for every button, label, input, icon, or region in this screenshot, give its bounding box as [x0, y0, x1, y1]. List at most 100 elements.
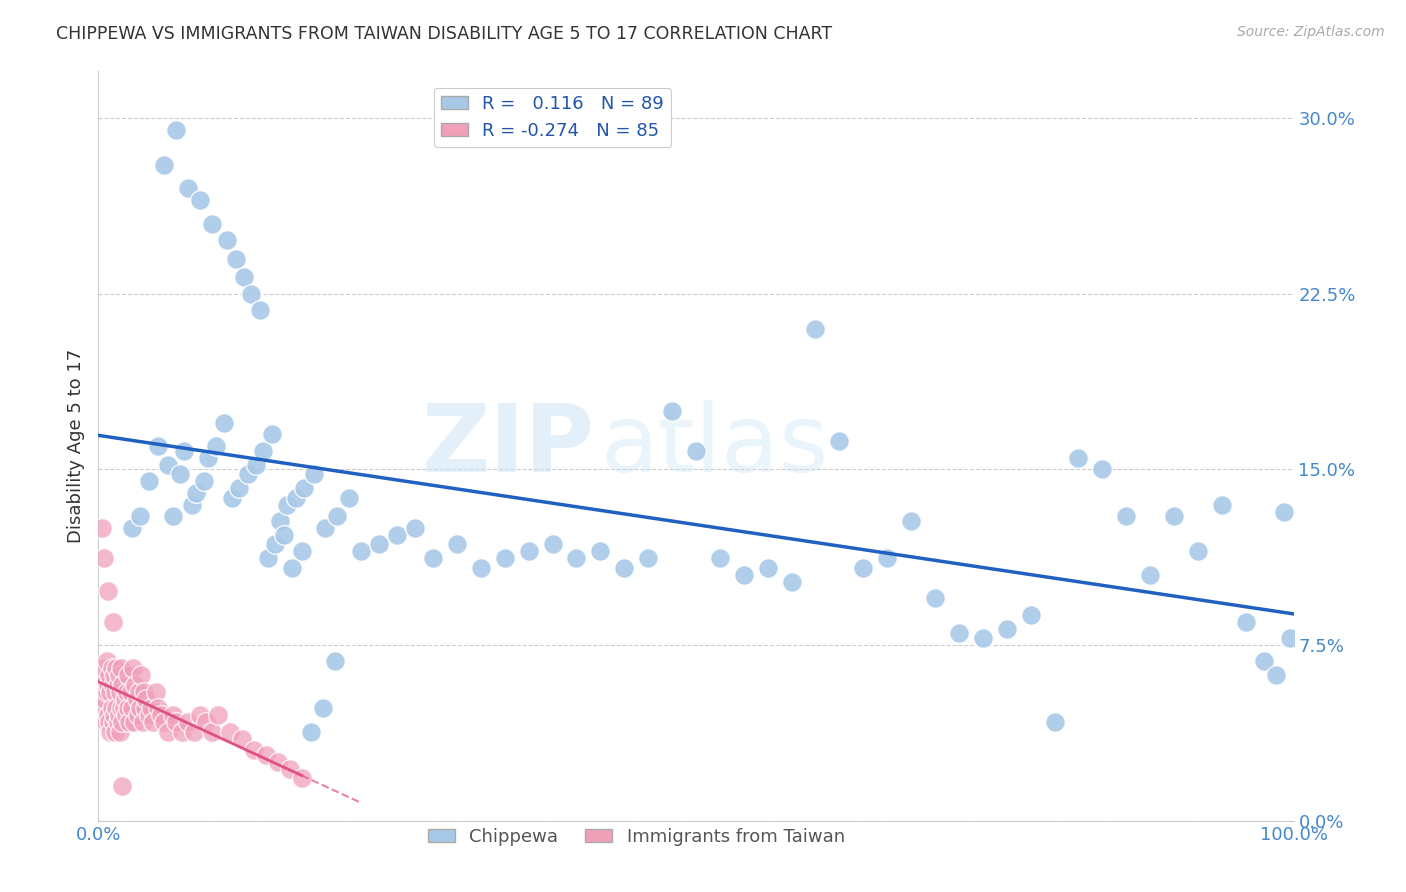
Point [1043, 715, 1066, 730]
Point [173, 443, 195, 458]
Point [876, 551, 898, 566]
Point [470, 561, 492, 575]
Point [97, 678, 120, 692]
Point [98, 715, 121, 730]
Point [225, 252, 247, 266]
Point [125, 692, 148, 706]
Point [517, 544, 540, 558]
Point [565, 551, 588, 566]
Point [828, 434, 851, 449]
Point [129, 701, 152, 715]
Y-axis label: Disability Age 5 to 17: Disability Age 5 to 17 [66, 349, 84, 543]
Point [131, 715, 153, 730]
Point [201, 217, 224, 231]
Point [1019, 607, 1042, 622]
Point [96, 685, 118, 699]
Point [264, 537, 287, 551]
Point [299, 724, 322, 739]
Point [924, 591, 946, 606]
Point [207, 708, 229, 723]
Point [177, 715, 200, 730]
Point [117, 668, 139, 682]
Point [121, 521, 143, 535]
Point [169, 467, 191, 482]
Point [93, 692, 115, 706]
Point [1091, 462, 1114, 476]
Point [177, 181, 200, 195]
Point [138, 474, 160, 488]
Point [100, 701, 122, 715]
Point [103, 708, 125, 723]
Point [162, 509, 184, 524]
Point [96, 655, 118, 669]
Point [267, 755, 290, 769]
Point [115, 685, 138, 699]
Point [101, 715, 124, 730]
Point [1272, 505, 1295, 519]
Point [156, 458, 179, 472]
Point [446, 537, 468, 551]
Text: ZIP: ZIP [422, 400, 595, 492]
Point [107, 708, 129, 723]
Point [91, 701, 114, 715]
Point [124, 678, 146, 692]
Point [281, 561, 304, 575]
Point [685, 443, 707, 458]
Point [108, 724, 131, 739]
Point [245, 458, 267, 472]
Point [122, 661, 145, 675]
Point [541, 537, 564, 551]
Point [193, 474, 215, 488]
Point [204, 439, 226, 453]
Point [145, 685, 167, 699]
Point [1264, 668, 1286, 682]
Point [302, 467, 325, 482]
Point [105, 701, 128, 715]
Point [756, 561, 779, 575]
Point [124, 715, 146, 730]
Text: CHIPPEWA VS IMMIGRANTS FROM TAIWAN DISABILITY AGE 5 TO 17 CORRELATION CHART: CHIPPEWA VS IMMIGRANTS FROM TAIWAN DISAB… [56, 25, 832, 43]
Point [112, 701, 135, 715]
Point [127, 708, 149, 723]
Point [221, 491, 243, 505]
Point [118, 715, 141, 730]
Point [1278, 631, 1301, 645]
Point [107, 668, 129, 682]
Point [1187, 544, 1209, 558]
Point [252, 443, 274, 458]
Point [278, 762, 301, 776]
Point [132, 685, 155, 699]
Point [236, 467, 259, 482]
Point [188, 193, 211, 207]
Point [852, 561, 875, 575]
Point [149, 708, 172, 723]
Point [111, 779, 134, 793]
Text: atlas: atlas [600, 400, 828, 492]
Point [93, 551, 115, 566]
Point [111, 715, 134, 730]
Point [219, 724, 242, 739]
Legend: Chippewa, Immigrants from Taiwan: Chippewa, Immigrants from Taiwan [420, 821, 852, 853]
Point [1115, 509, 1137, 524]
Point [273, 528, 295, 542]
Point [291, 772, 314, 786]
Point [94, 715, 117, 730]
Point [368, 537, 391, 551]
Point [131, 668, 153, 682]
Point [709, 551, 731, 566]
Point [105, 661, 128, 675]
Point [284, 491, 307, 505]
Point [1211, 498, 1233, 512]
Point [197, 450, 219, 465]
Point [780, 574, 803, 589]
Point [948, 626, 970, 640]
Point [156, 724, 179, 739]
Point [90, 668, 112, 682]
Point [111, 678, 134, 692]
Point [148, 439, 170, 453]
Point [326, 509, 349, 524]
Point [153, 158, 176, 172]
Point [93, 661, 115, 675]
Point [180, 498, 202, 512]
Point [142, 715, 165, 730]
